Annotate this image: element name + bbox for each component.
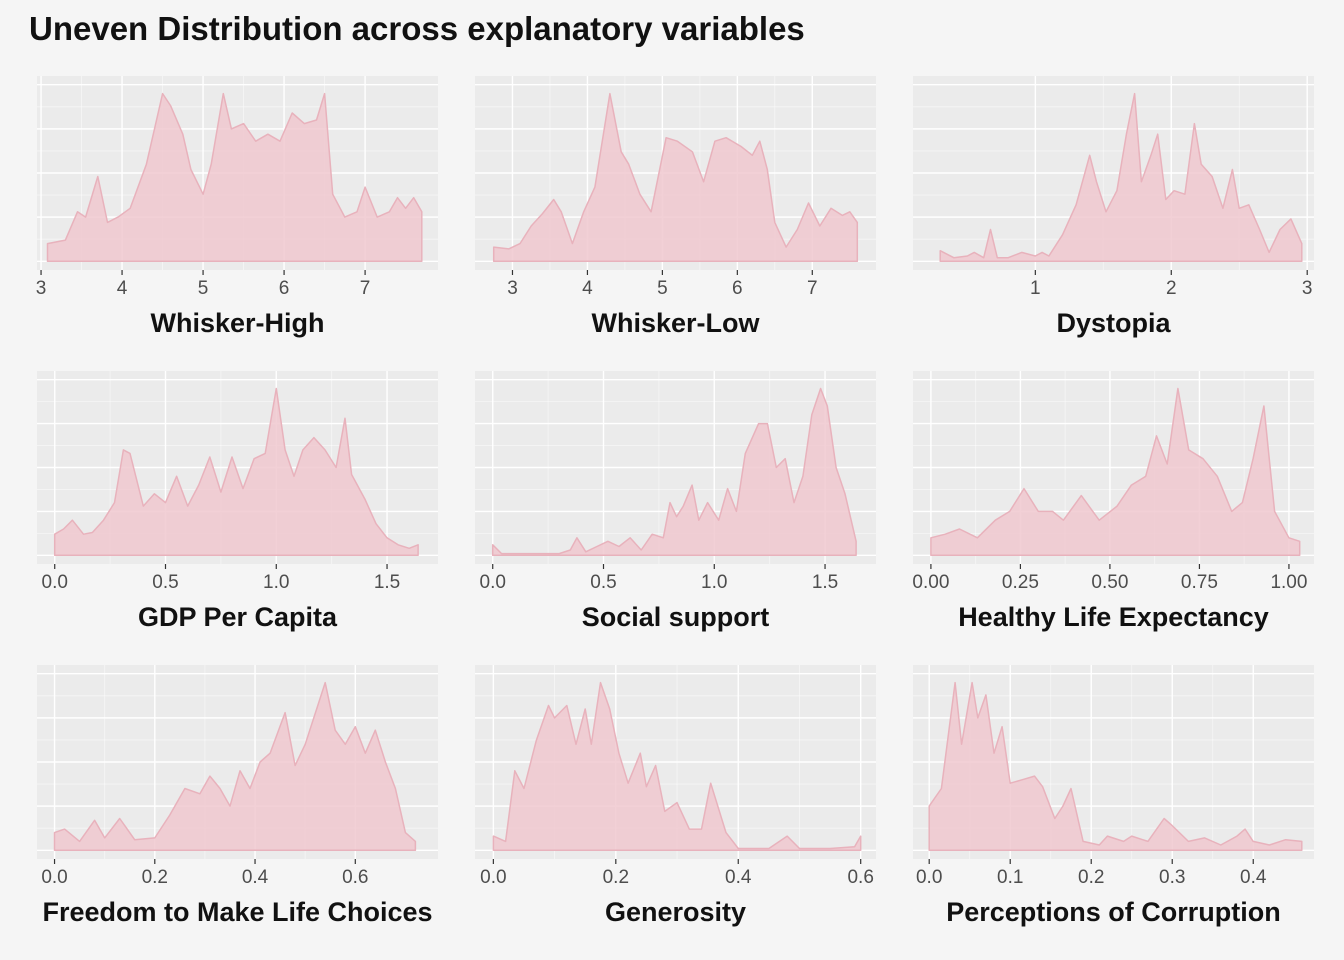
- x-tick-label: 3: [507, 278, 518, 299]
- density-area: [939, 92, 1303, 263]
- x-tick-label: 1.5: [812, 572, 838, 593]
- x-tick-label: 0.0: [480, 867, 506, 888]
- density-panel: 3 4 5 6 7 Whisker-Low: [475, 76, 876, 338]
- density-area: [46, 92, 423, 263]
- x-axis-title: Whisker-High: [150, 308, 324, 338]
- density-panel: 0.0 0.2 0.4 0.6 Freedom to Make Life Choices: [37, 665, 438, 927]
- x-tick-label: 4: [117, 278, 128, 299]
- density-area: [930, 387, 1301, 557]
- x-tick-label: 1.0: [263, 572, 289, 593]
- density-area: [492, 92, 859, 263]
- x-tick-label: 0.50: [1091, 572, 1128, 593]
- x-tick-label: 0.0: [42, 572, 68, 593]
- x-axis-title: Social support: [582, 602, 770, 632]
- x-tick-label: 2: [1166, 278, 1177, 299]
- x-tick-label: 0.5: [590, 572, 616, 593]
- x-tick-label: 5: [657, 278, 668, 299]
- x-tick-label: 7: [807, 278, 818, 299]
- x-tick-label: 0.2: [603, 867, 629, 888]
- x-axis-title: Freedom to Make Life Choices: [42, 897, 432, 927]
- x-tick-label: 3: [1302, 278, 1313, 299]
- x-axis-title: Perceptions of Corruption: [946, 897, 1281, 927]
- density-area: [53, 681, 417, 852]
- x-tick-label: 5: [198, 278, 209, 299]
- x-axis-title: Healthy Life Expectancy: [958, 602, 1269, 632]
- x-tick-label: 1: [1030, 278, 1041, 299]
- x-tick-label: 0.6: [342, 867, 368, 888]
- x-tick-label: 0.0: [41, 867, 67, 888]
- x-tick-label: 1.0: [701, 572, 727, 593]
- x-axis-title: Whisker-Low: [591, 308, 760, 338]
- x-axis-title: GDP Per Capita: [138, 602, 338, 632]
- x-tick-label: 0.4: [1240, 867, 1267, 888]
- x-tick-label: 0.4: [242, 867, 269, 888]
- x-tick-label: 0.0: [916, 867, 942, 888]
- x-tick-label: 1.00: [1270, 572, 1307, 593]
- density-area: [53, 387, 419, 557]
- x-tick-label: 1.5: [374, 572, 400, 593]
- x-tick-label: 3: [36, 278, 47, 299]
- density-area: [928, 681, 1303, 852]
- chart-title: Uneven Distribution across explanatory v…: [29, 10, 805, 47]
- x-tick-label: 6: [732, 278, 743, 299]
- x-tick-label: 7: [360, 278, 371, 299]
- x-tick-label: 6: [279, 278, 290, 299]
- x-tick-label: 0.4: [725, 867, 752, 888]
- density-panel: 1 2 3 Dystopia: [913, 76, 1314, 338]
- density-panel: 0.0 0.2 0.4 0.6 Generosity: [475, 665, 876, 927]
- density-area: [491, 387, 857, 557]
- x-tick-label: 0.75: [1181, 572, 1218, 593]
- density-panel: 0.0 0.5 1.0 1.5 Social support: [475, 371, 876, 632]
- x-tick-label: 0.2: [1078, 867, 1104, 888]
- x-tick-label: 0.0: [480, 572, 506, 593]
- x-tick-label: 0.1: [997, 867, 1023, 888]
- x-tick-label: 4: [582, 278, 593, 299]
- x-tick-label: 0.5: [152, 572, 178, 593]
- x-tick-label: 0.25: [1002, 572, 1039, 593]
- x-tick-label: 0.00: [912, 572, 949, 593]
- x-axis-title: Generosity: [605, 897, 746, 927]
- x-tick-label: 0.2: [142, 867, 168, 888]
- x-axis-title: Dystopia: [1056, 308, 1171, 338]
- density-area: [492, 681, 862, 852]
- density-panel: 3 4 5 6 7 Whisker-High: [36, 76, 438, 338]
- density-panel: 0.0 0.1 0.2 0.3 0.4 Perceptions of Corruption: [913, 665, 1314, 927]
- x-tick-label: 0.3: [1159, 867, 1185, 888]
- x-tick-label: 0.6: [847, 867, 873, 888]
- density-panel: 0.0 0.5 1.0 1.5 GDP Per Capita: [37, 371, 438, 632]
